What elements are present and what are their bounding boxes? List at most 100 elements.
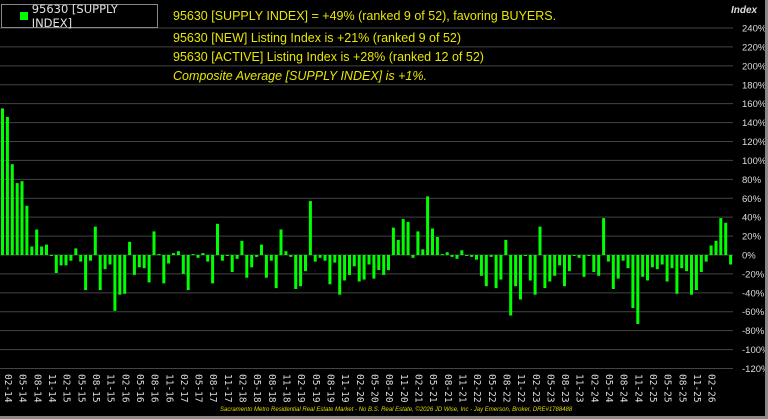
bar [137, 255, 141, 268]
bar [25, 205, 29, 255]
bar [323, 255, 327, 261]
x-tick-label: 05-22 [486, 374, 497, 403]
x-tick-label: 05-17 [193, 374, 204, 403]
bar [548, 255, 552, 282]
y-tick-label: 20% [742, 232, 762, 243]
x-tick-label: 05-25 [662, 374, 673, 403]
bar [304, 255, 307, 272]
x-tick-label: 02-22 [471, 374, 482, 403]
y-tick-label: 100% [742, 156, 767, 167]
y-axis-ticks: 240% 220% 200% 180% 160% 140% 120% 100% 80% 60% 40… [742, 24, 768, 375]
bar [84, 255, 88, 290]
x-tick-label: 02-19 [295, 374, 306, 403]
bar [636, 255, 640, 324]
bar [675, 255, 679, 294]
bar [567, 255, 571, 272]
bar [30, 246, 34, 255]
y-tick-label: -100% [742, 345, 768, 356]
x-tick-label: 02-17 [178, 374, 189, 403]
x-tick-label: 08-18 [266, 374, 277, 403]
bar [132, 255, 136, 275]
x-axis-ticks: 02-14 05-14 08-14 11-14 02-15 05-15 08-15 11-15… [2, 374, 717, 403]
bar [504, 239, 508, 255]
x-tick-label: 08-20 [383, 374, 394, 403]
y-tick-label: 40% [742, 213, 762, 224]
bar [533, 255, 537, 295]
x-tick-label: 08-15 [90, 374, 101, 403]
bar [372, 255, 376, 279]
y-tick-label: 80% [742, 175, 762, 186]
bar [470, 255, 474, 257]
x-tick-label: 08-25 [676, 374, 687, 403]
bar [162, 255, 166, 284]
x-tick-label: 02-16 [119, 374, 130, 403]
bar [201, 253, 205, 255]
bar [15, 183, 19, 255]
bar [519, 255, 522, 300]
bar [225, 255, 229, 256]
bar [274, 255, 278, 289]
bar [391, 227, 395, 255]
bar [406, 221, 410, 255]
y-tick-label: -20% [742, 269, 765, 280]
gridlines [0, 27, 733, 369]
x-tick-label: 11-23 [574, 374, 585, 403]
bar [626, 255, 630, 269]
bar [558, 255, 562, 266]
supply-index-note: 95630 [SUPPLY INDEX] = +49% (ranked 9 of… [173, 9, 557, 23]
bar [650, 255, 654, 268]
bar [79, 255, 83, 262]
bar [64, 255, 68, 266]
bar [269, 255, 273, 261]
bar [147, 255, 151, 283]
bar [152, 231, 156, 255]
bar [582, 255, 586, 277]
frame-border [765, 0, 768, 419]
bar [245, 255, 249, 278]
bar [98, 255, 102, 290]
y-tick-label: 120% [742, 137, 767, 148]
y-axis-title: Index [731, 5, 758, 16]
bar [235, 255, 239, 259]
bar [665, 255, 669, 282]
bar [577, 255, 581, 258]
x-tick-label: 08-24 [618, 374, 629, 403]
x-tick-label: 11-24 [632, 374, 643, 403]
bar [479, 255, 483, 276]
bar [401, 219, 405, 255]
x-tick-label: 05-18 [251, 374, 262, 403]
bar [382, 255, 386, 275]
bar [597, 255, 601, 276]
bar [704, 255, 708, 262]
bar [465, 255, 469, 256]
bar [719, 218, 723, 255]
bar [118, 255, 122, 295]
footer-credit: Sacramento Metro Residential Real Estate… [220, 407, 573, 413]
x-tick-label: 05-16 [134, 374, 145, 403]
y-tick-label: 60% [742, 194, 762, 205]
bar [499, 255, 503, 280]
bar [699, 255, 703, 272]
bar [411, 255, 415, 258]
bar [484, 255, 488, 287]
x-tick-label: 08-19 [325, 374, 336, 403]
bar [494, 255, 498, 289]
x-tick-label: 11-14 [46, 374, 57, 403]
x-tick-label: 05-14 [17, 374, 28, 403]
bar [284, 251, 288, 255]
bar [450, 255, 454, 257]
bar [572, 255, 576, 256]
legend: 95630 [SUPPLY INDEX] [1, 2, 158, 30]
bar [196, 255, 200, 258]
x-tick-label: 02-15 [61, 374, 72, 403]
bar [20, 181, 24, 255]
bar [1, 108, 4, 256]
bar [260, 244, 263, 255]
x-tick-label: 02-14 [2, 374, 13, 403]
bar [264, 255, 268, 278]
bar [631, 255, 635, 308]
y-tick-label: -40% [742, 288, 765, 299]
bar [186, 255, 190, 290]
bar [289, 255, 293, 257]
bar [294, 255, 298, 289]
